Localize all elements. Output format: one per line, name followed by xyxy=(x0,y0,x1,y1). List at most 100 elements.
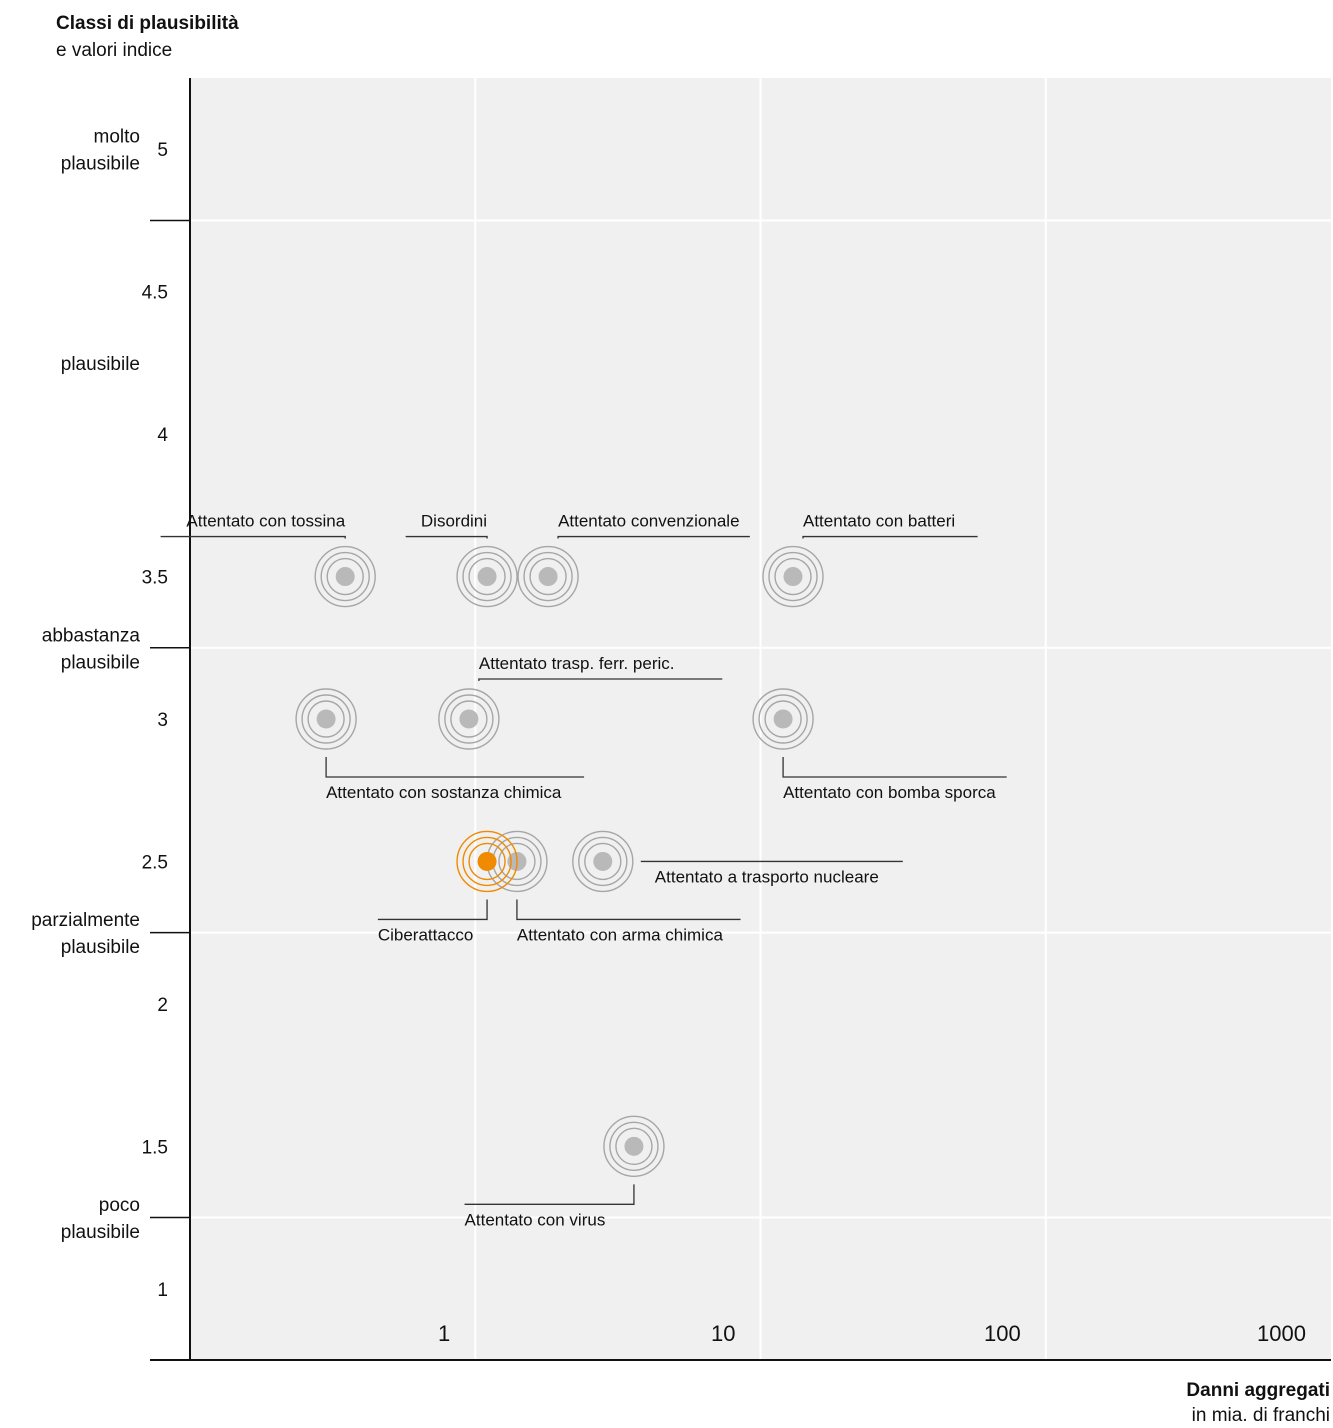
point-dot xyxy=(624,1136,644,1156)
point-ring xyxy=(762,545,824,608)
point-ring xyxy=(456,830,518,893)
point-ring xyxy=(774,557,812,596)
point-ring xyxy=(603,1115,665,1178)
x-axis-title-block: Danni aggregati in mia. di franchi xyxy=(1186,1378,1330,1428)
class-label: molto xyxy=(94,127,140,148)
point-label: Attentato a trasporto nucleare xyxy=(655,867,879,886)
x-tick-label: 1000 xyxy=(1257,1321,1306,1346)
x-tick-label: 100 xyxy=(984,1321,1021,1346)
x-tick-label: 1 xyxy=(438,1321,450,1346)
data-point xyxy=(314,545,376,608)
class-label: plausibile xyxy=(61,354,140,375)
point-label: Attentato trasp. ferr. peric. xyxy=(479,654,675,673)
point-ring xyxy=(301,694,351,744)
x-axis-title: Danni aggregati xyxy=(1186,1380,1330,1401)
class-label: plausibile xyxy=(61,937,140,958)
point-ring xyxy=(450,700,488,738)
leader-line xyxy=(325,757,585,778)
data-point xyxy=(438,688,500,750)
point-ring xyxy=(764,700,802,738)
highlighted-point xyxy=(456,830,518,893)
y-axis-subtitle: e valori indice xyxy=(56,40,173,61)
point-ring xyxy=(456,545,518,608)
point-ring xyxy=(584,842,622,881)
point-ring xyxy=(326,557,364,596)
y-tick-label: 2 xyxy=(157,995,168,1016)
y-tick-label: 4.5 xyxy=(142,283,168,304)
point-dot xyxy=(773,709,793,729)
point-ring xyxy=(468,842,506,881)
point-ring xyxy=(752,688,814,750)
y-axis-title-block: Classi di plausibilità e valori indice xyxy=(56,10,239,64)
data-point xyxy=(762,545,824,608)
point-ring xyxy=(307,700,345,738)
point-dot xyxy=(316,709,336,729)
data-point xyxy=(752,688,814,750)
leader-line xyxy=(405,535,488,539)
data-point xyxy=(517,545,579,608)
data-point xyxy=(572,830,634,893)
point-label: Attentato con virus xyxy=(465,1210,606,1229)
y-axis-title: Classi di plausibilità xyxy=(56,13,239,34)
point-dot xyxy=(477,567,497,587)
leader-line xyxy=(464,1184,635,1205)
y-tick-label: 1 xyxy=(157,1280,168,1301)
point-ring xyxy=(498,842,536,881)
point-ring xyxy=(462,551,512,602)
leader-line xyxy=(377,899,488,921)
point-ring xyxy=(758,694,808,744)
point-dot xyxy=(593,851,613,871)
leader-line xyxy=(557,535,750,539)
class-label: abbastanza xyxy=(42,625,141,646)
point-ring xyxy=(572,830,634,893)
point-ring xyxy=(615,1127,653,1166)
point-ring xyxy=(320,551,370,602)
leader-line xyxy=(802,535,978,539)
point-ring xyxy=(578,836,628,887)
data-point xyxy=(456,545,518,608)
y-tick-label: 1.5 xyxy=(142,1137,168,1158)
point-dot xyxy=(477,851,497,871)
point-label: Attentato con arma chimica xyxy=(517,925,724,944)
point-ring xyxy=(295,688,357,750)
point-dot xyxy=(335,567,355,587)
point-ring xyxy=(523,551,573,602)
class-label: poco xyxy=(99,1195,140,1216)
y-tick-label: 2.5 xyxy=(142,852,168,873)
point-label: Attentato con sostanza chimica xyxy=(326,783,562,802)
point-ring xyxy=(517,545,579,608)
leader-line xyxy=(160,535,346,539)
point-label: Attentato con batteri xyxy=(803,512,955,531)
point-label: Attentato con bomba sporca xyxy=(783,783,996,802)
y-tick-label: 4 xyxy=(157,425,168,446)
point-ring xyxy=(438,688,500,750)
x-tick-label: 10 xyxy=(711,1321,735,1346)
leader-line xyxy=(782,757,1007,778)
point-label: Disordini xyxy=(421,512,487,531)
class-label: plausibile xyxy=(61,1222,140,1243)
data-point xyxy=(295,688,357,750)
leader-line xyxy=(516,899,741,921)
class-label: plausibile xyxy=(61,154,140,175)
point-ring xyxy=(314,545,376,608)
x-axis-subtitle: in mia. di franchi xyxy=(1191,1405,1330,1426)
point-ring xyxy=(468,557,506,596)
point-label: Ciberattacco xyxy=(378,925,473,944)
class-label: parzialmente xyxy=(31,910,140,931)
point-ring xyxy=(444,694,494,744)
leader-line xyxy=(478,678,723,681)
class-label: plausibile xyxy=(61,652,140,673)
y-tick-label: 3 xyxy=(157,710,168,731)
point-dot xyxy=(538,567,558,587)
data-point xyxy=(603,1115,665,1178)
point-ring xyxy=(529,557,567,596)
y-tick-label: 3.5 xyxy=(142,568,168,589)
point-ring xyxy=(768,551,818,602)
point-dot xyxy=(783,567,803,587)
point-label: Attentato con tossina xyxy=(186,512,345,531)
point-ring xyxy=(609,1121,659,1172)
point-ring xyxy=(462,836,512,887)
point-label: Attentato convenzionale xyxy=(558,512,739,531)
point-dot xyxy=(459,709,479,729)
